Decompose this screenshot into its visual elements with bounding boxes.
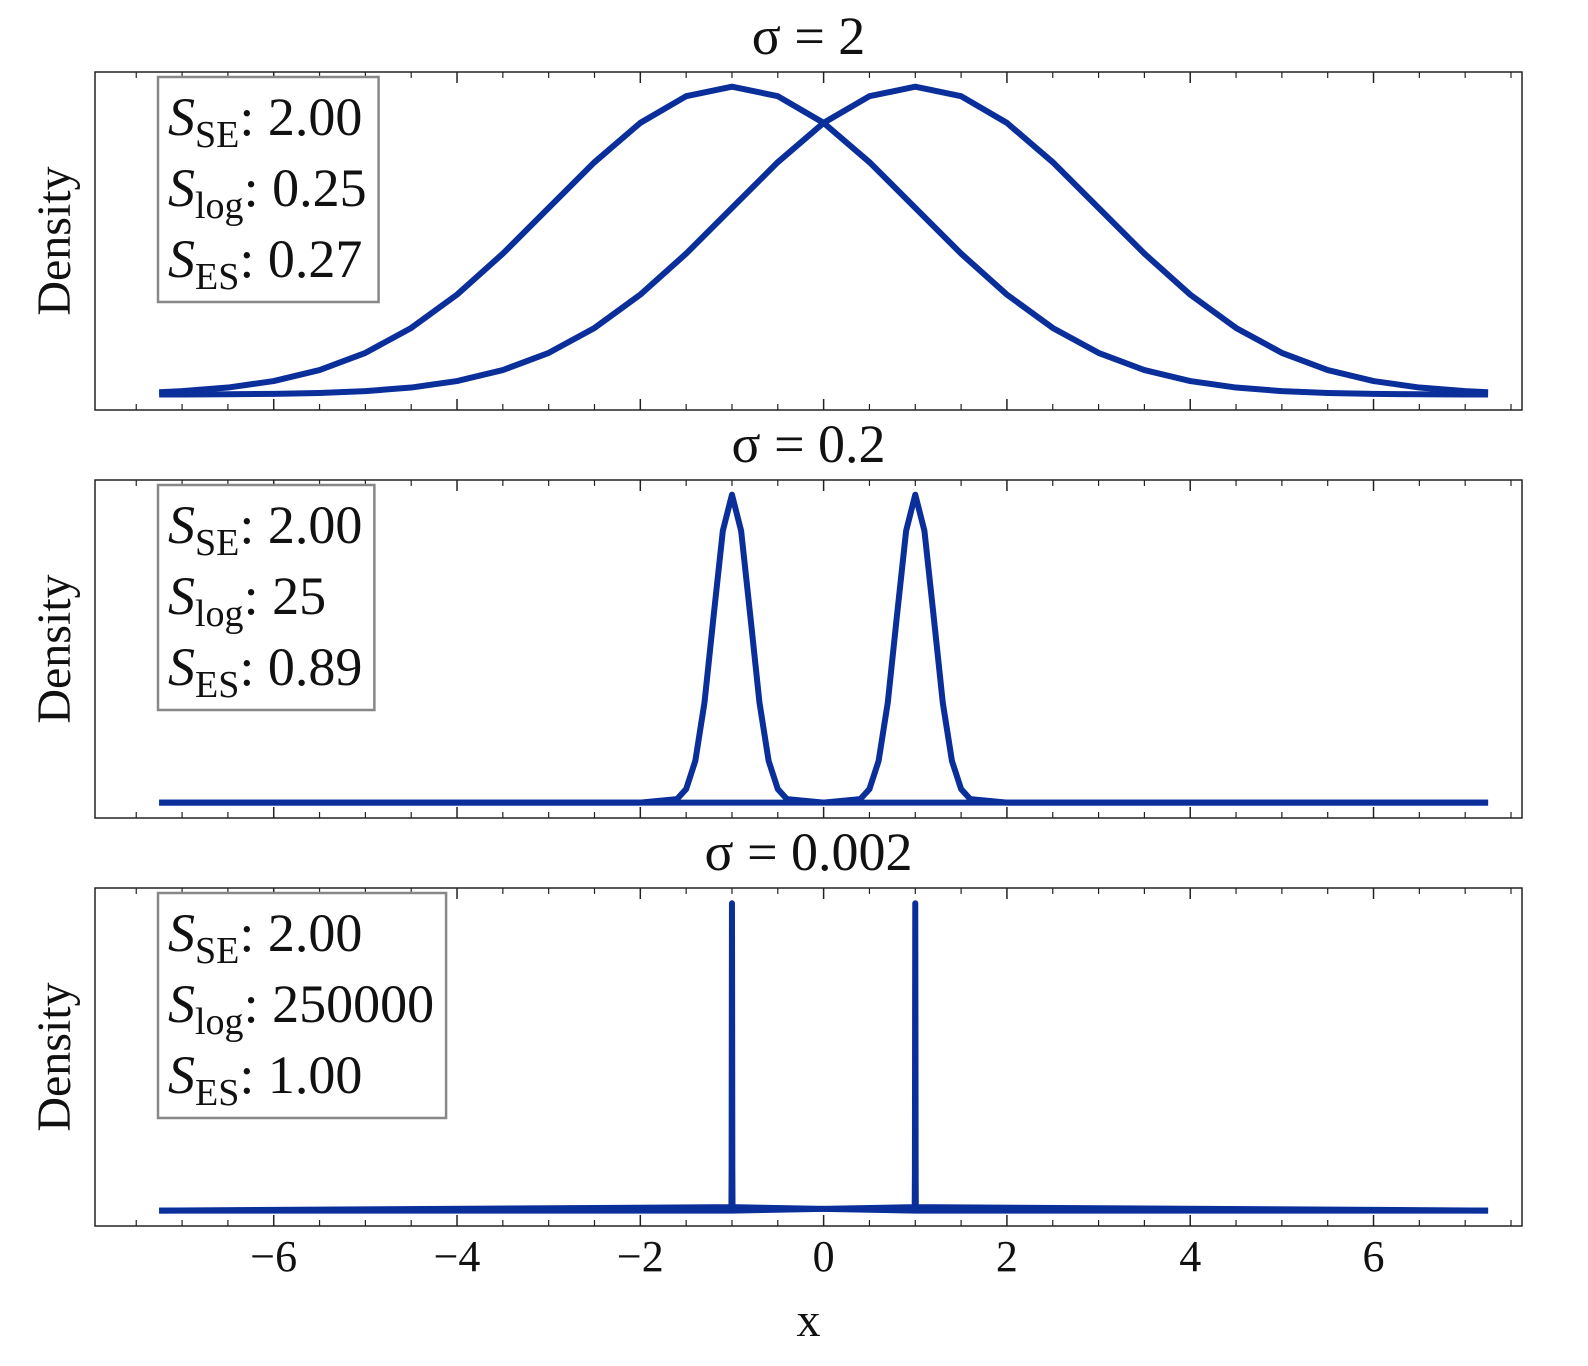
density-line [159,83,1489,398]
annotation-subscript: ES [195,1072,239,1114]
annotation-symbol: S [168,229,195,289]
annotation: SES: 1.00 [168,1045,362,1114]
annotation-symbol: S [168,87,195,147]
x-tick-label: 4 [1179,1232,1201,1281]
y-axis-label: Density [28,982,81,1131]
x-tick-label: −2 [617,1232,664,1281]
annotation-subscript: log [195,185,244,227]
x-tick-label: 2 [996,1232,1018,1281]
annotation-subscript: SE [195,930,239,972]
annotation: SSE: 2.00 [168,87,362,156]
annotation-symbol: S [168,903,195,963]
y-axis-label: Density [28,166,81,315]
annotation-value: : 25 [244,566,327,626]
x-tick-label: −6 [250,1232,297,1281]
annotation-value: : 0.25 [244,158,367,218]
annotation-box [156,75,380,304]
annotation-subscript: ES [195,664,239,706]
panel-title: σ = 0.002 [704,822,912,882]
annotation-value: : 250000 [244,974,435,1034]
x-tick-label: 6 [1363,1232,1385,1281]
plot-frame [94,887,1523,1227]
annotation-box [156,483,376,712]
annotation-symbol: S [168,495,195,555]
panel-title: σ = 0.2 [731,414,885,474]
annotation-value: : 2.00 [239,495,362,555]
annotation-symbol: S [168,566,195,626]
density-line [159,491,1489,806]
y-axis-label: Density [28,574,81,723]
annotation: Slog: 0.25 [168,158,367,227]
annotation: SSE: 2.00 [168,903,362,972]
annotation-subscript: log [195,593,244,635]
x-axis-label: x [797,1294,821,1347]
annotation-subscript: ES [195,256,239,298]
annotation-value: : 0.89 [239,637,362,697]
annotation: Slog: 25 [168,566,326,635]
annotation-box [156,891,448,1120]
annotation-value: : 1.00 [239,1045,362,1105]
annotation-value: : 2.00 [239,87,362,147]
annotation: Slog: 250000 [168,974,434,1043]
annotation-value: : 2.00 [239,903,362,963]
annotation-subscript: SE [195,114,239,156]
annotation-symbol: S [168,1045,195,1105]
annotation: SES: 0.89 [168,637,362,706]
panel-title: σ = 2 [752,6,866,66]
annotation: SES: 0.27 [168,229,362,298]
annotation-value: : 0.27 [239,229,362,289]
annotation-symbol: S [168,637,195,697]
annotation-symbol: S [168,158,195,218]
x-tick-label: 0 [813,1232,835,1281]
x-tick-label: −4 [434,1232,481,1281]
plot-frame [94,71,1523,411]
annotation-subscript: log [195,1001,244,1043]
density-line [159,900,1489,1214]
annotation: SSE: 2.00 [168,495,362,564]
annotation-subscript: SE [195,522,239,564]
plot-frame [94,479,1523,819]
annotation-symbol: S [168,974,195,1034]
